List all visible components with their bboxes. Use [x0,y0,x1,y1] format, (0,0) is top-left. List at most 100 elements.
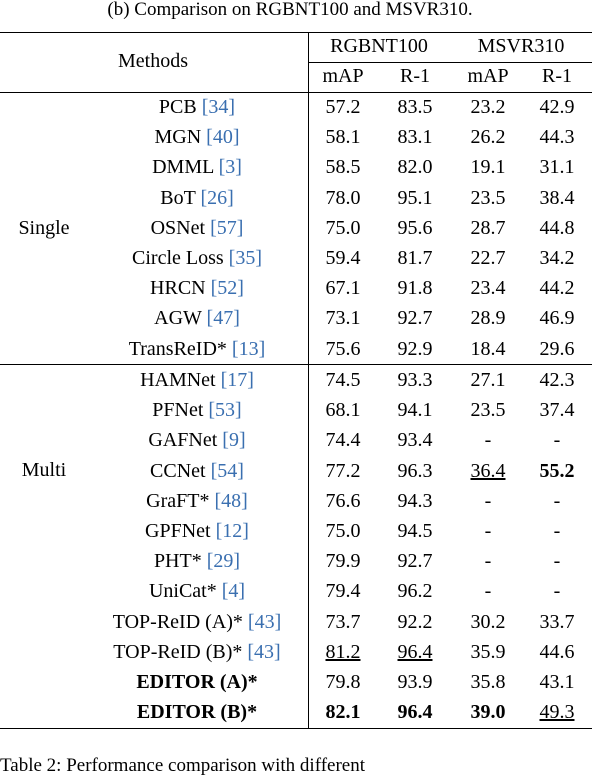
value-cell: 28.9 [470,307,506,330]
value-cell: 93.3 [397,369,433,391]
method-cell: HRCN [52] [150,276,244,300]
method-cell: DMML [3] [152,155,242,179]
method-cell: UniCat* [4] [149,579,245,603]
value-cell: - [484,520,492,542]
method-name: CCNet [150,459,206,482]
footer-caption: Table 2: Performance comparison with dif… [0,755,365,776]
method-cell: TOP-ReID (B)* [43] [113,640,280,664]
value-cell: - [484,580,492,603]
value-cell: 43.1 [539,671,575,693]
value-cell: 28.7 [470,216,506,239]
value-cell: 74.4 [325,429,361,452]
citation[interactable]: [26] [200,186,234,209]
method-name: UniCat* [148,580,217,603]
method-name: PFNet [152,399,204,422]
value-cell: - [484,429,492,452]
group-header: RGBNT100 [330,35,428,57]
caption: (b) Comparison on RGBNT100 and MSVR310. [107,0,473,20]
value-cell: 96.4 [397,701,433,724]
method-cell: Circle Loss [35] [132,246,262,270]
method-cell: EDITOR (A)* [136,670,257,694]
value-cell: 77.2 [325,459,361,482]
value-cell: 31.1 [539,156,575,179]
method-name: OSNet [150,216,206,239]
value-cell: 76.6 [325,489,361,512]
citation[interactable]: [53] [208,399,242,422]
value-cell: 34.2 [539,247,575,269]
method-name: EDITOR (A)* [136,671,258,693]
method-name: EDITOR (B)* [136,701,258,724]
value-cell: 79.9 [325,550,361,573]
value-cell: 68.1 [325,399,361,422]
value-cell: 35.8 [470,671,506,693]
value-cell: 75.6 [325,337,361,360]
value-cell: 33.7 [539,610,575,633]
value-cell: 44.3 [539,126,575,149]
method-cell: TransReID* [13] [129,337,265,361]
value-cell: 29.6 [539,337,575,360]
method-name: TransReID* [128,337,227,360]
value-cell: 23.2 [470,96,506,118]
value-cell: 44.2 [539,277,575,300]
citation[interactable]: [13] [231,337,266,360]
citation[interactable]: [9] [222,429,246,452]
citation[interactable]: [57] [210,216,244,239]
method-name: Circle Loss [132,247,224,269]
value-cell: 83.1 [397,126,433,149]
value-cell: - [553,429,561,452]
value-cell: 83.5 [397,96,433,118]
method-cell: CCNet [54] [150,459,244,483]
citation[interactable]: [4] [221,580,246,603]
vertical-rule [308,32,309,729]
method-name: PCB [158,96,197,118]
method-cell: BoT [26] [160,186,234,210]
value-cell: 39.0 [470,701,506,724]
method-cell: PHT* [29] [154,549,240,573]
value-cell: 27.1 [470,369,506,391]
citation[interactable]: [47] [206,307,240,330]
citation[interactable]: [17] [220,369,254,391]
citation[interactable]: [12] [215,520,249,542]
method-cell: OSNet [57] [151,216,244,240]
citation[interactable]: [48] [214,489,248,512]
metric-header: R-1 [542,65,572,87]
value-cell: 73.1 [325,307,361,330]
value-cell: 44.8 [539,216,575,239]
value-cell: 74.5 [325,369,361,391]
citation[interactable]: [35] [228,247,262,269]
citation[interactable]: [40] [206,126,240,149]
value-cell: 23.4 [470,277,506,300]
value-cell: 37.4 [539,399,575,422]
method-cell: PCB [34] [159,95,235,119]
citation[interactable]: [43] [247,640,281,663]
value-cell: - [484,550,492,573]
citation[interactable]: [52] [210,277,244,300]
value-cell: 93.9 [397,671,433,693]
group-header: MSVR310 [477,35,565,57]
header-rule [0,92,592,93]
value-cell: - [553,520,561,542]
value-cell: 75.0 [325,520,361,542]
value-cell: 79.4 [325,580,361,603]
citation[interactable]: [54] [210,459,244,482]
value-cell: 81.2 [325,640,361,663]
value-cell: 96.2 [397,580,433,603]
value-cell: 18.4 [470,337,506,360]
value-cell: 81.7 [397,247,433,269]
value-cell: 23.5 [470,186,506,209]
value-cell: 67.1 [325,277,361,300]
value-cell: 38.4 [539,186,575,209]
value-cell: - [553,489,561,512]
value-cell: 82.0 [397,156,433,179]
citation[interactable]: [34] [201,96,236,118]
citation[interactable]: [3] [218,156,242,179]
value-cell: 55.2 [539,459,575,482]
citation[interactable]: [43] [247,610,282,633]
value-cell: - [553,580,561,603]
method-cell: HAMNet [17] [140,368,254,392]
citation[interactable]: [29] [206,550,241,573]
value-cell: 42.3 [539,369,575,391]
value-cell: 46.9 [539,307,575,330]
value-cell: 94.1 [397,399,433,422]
value-cell: 91.8 [397,277,433,300]
